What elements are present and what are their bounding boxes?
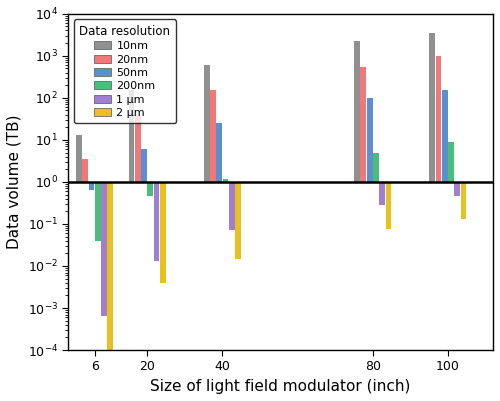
Bar [160, 182, 166, 283]
Bar [442, 91, 448, 182]
Bar [380, 182, 385, 205]
Bar [386, 182, 392, 229]
Bar [210, 91, 216, 182]
Bar [448, 142, 454, 182]
Bar [373, 152, 379, 182]
Bar [101, 182, 107, 316]
Y-axis label: Data volume (TB): Data volume (TB) [7, 115, 22, 249]
Bar [148, 182, 153, 196]
Bar [430, 33, 435, 182]
Bar [229, 182, 234, 231]
Bar [82, 159, 88, 182]
Bar [76, 135, 82, 182]
Bar [436, 56, 442, 182]
Bar [354, 41, 360, 182]
Legend: 10nm, 20nm, 50nm, 200nm, 1 μm, 2 μm: 10nm, 20nm, 50nm, 200nm, 1 μm, 2 μm [74, 19, 176, 124]
Bar [95, 182, 100, 241]
Bar [154, 182, 160, 261]
Bar [108, 182, 113, 401]
Bar [235, 182, 241, 259]
Bar [135, 115, 140, 182]
Bar [204, 65, 210, 182]
Bar [141, 149, 147, 182]
Bar [216, 123, 222, 182]
X-axis label: Size of light field modulator (inch): Size of light field modulator (inch) [150, 379, 411, 394]
Bar [454, 182, 460, 196]
Bar [128, 91, 134, 182]
Bar [366, 98, 372, 182]
Bar [360, 67, 366, 182]
Bar [88, 182, 94, 190]
Bar [460, 182, 466, 219]
Bar [222, 178, 228, 182]
